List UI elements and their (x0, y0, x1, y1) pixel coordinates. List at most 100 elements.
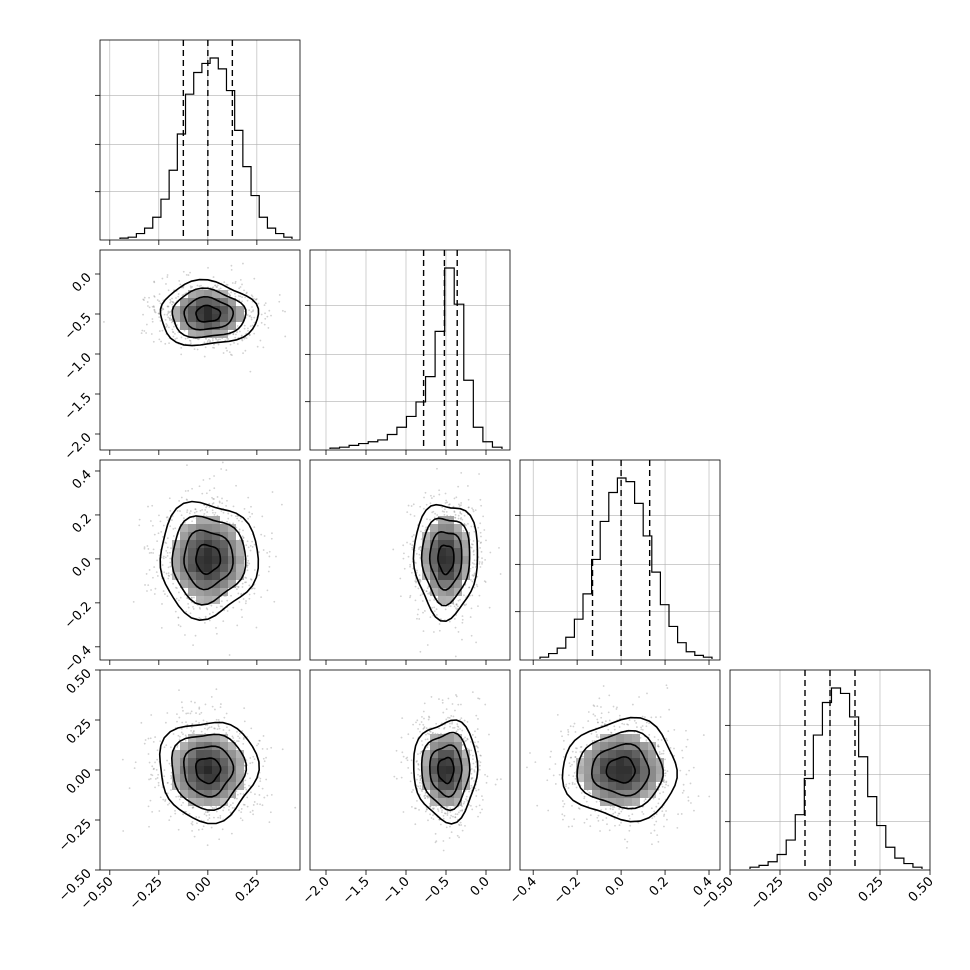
scatter-point (266, 551, 269, 554)
scatter-point (239, 278, 242, 281)
scatter-point (483, 580, 486, 583)
density-cell (438, 798, 446, 806)
scatter-point (445, 805, 448, 808)
density-cell (180, 322, 188, 330)
scatter-point (419, 775, 421, 778)
scatter-point (249, 762, 252, 765)
density-cell (446, 580, 454, 588)
scatter-point (459, 718, 462, 721)
density-cell (446, 548, 454, 556)
scatter-point (194, 701, 196, 704)
scatter-point (227, 809, 230, 811)
scatter-point (454, 709, 456, 712)
scatter-point (213, 816, 215, 819)
scatter-point (602, 685, 605, 687)
scatter-point (216, 728, 219, 731)
scatter-point (170, 547, 172, 550)
scatter-point (197, 828, 200, 831)
scatter-point (636, 726, 638, 728)
scatter-point (417, 587, 420, 590)
scatter-point (641, 811, 644, 813)
density-cell (196, 540, 204, 548)
scatter-point (449, 605, 452, 608)
scatter-point (662, 752, 665, 755)
scatter-point (249, 515, 251, 518)
scatter-point (663, 825, 665, 828)
scatter-point (203, 813, 206, 815)
scatter-point (186, 597, 188, 599)
scatter-point (242, 736, 245, 739)
scatter-point (227, 512, 230, 515)
scatter-point (458, 505, 461, 507)
scatter-point (190, 726, 193, 729)
scatter-point (192, 806, 194, 809)
scatter-point (464, 604, 466, 607)
scatter-point (687, 796, 690, 799)
scatter-point (192, 806, 195, 809)
scatter-point (571, 750, 574, 753)
density-cell (640, 750, 648, 758)
scatter-point (262, 549, 265, 551)
density-cell (196, 750, 204, 758)
scatter-point (208, 613, 211, 615)
density-cell (454, 588, 462, 596)
scatter-point (190, 710, 193, 713)
scatter-point (444, 502, 447, 504)
x-tick-label-3-1: −0.25 (748, 874, 787, 913)
scatter-point (456, 605, 459, 608)
scatter-point (660, 739, 663, 741)
scatter-point (473, 769, 476, 772)
scatter-point (153, 309, 156, 312)
density-cell (608, 766, 616, 774)
scatter-point (567, 731, 570, 733)
scatter-point (241, 338, 243, 341)
scatter-point (215, 606, 218, 609)
scatter-point (625, 846, 628, 849)
density-cell (172, 556, 180, 564)
scatter-point (573, 722, 576, 725)
contour-line-2-1-1 (428, 530, 463, 591)
scatter-point (445, 511, 448, 513)
contour-line-3-2-2 (576, 729, 664, 810)
scatter-point (213, 807, 216, 810)
scatter-point (475, 789, 478, 792)
scatter-point (253, 297, 255, 300)
contour-line-2-0-3 (159, 500, 260, 622)
scatter-point (477, 788, 480, 791)
scatter-point (417, 773, 419, 776)
scatter-point (452, 727, 454, 729)
scatter-point (425, 727, 428, 730)
scatter-point (191, 820, 194, 823)
scatter-point (166, 782, 169, 784)
scatter-point (457, 485, 460, 488)
scatter-point (243, 707, 246, 710)
density-cell (220, 790, 228, 798)
scatter-point (177, 591, 180, 594)
density-cell (204, 790, 212, 798)
scatter-point (151, 504, 154, 507)
scatter-point (246, 555, 249, 557)
density-cell (236, 774, 244, 782)
scatter-point (666, 770, 669, 773)
y-tick-label-1-4: −2.0 (62, 430, 95, 463)
density-cell (204, 330, 212, 338)
density-cell (204, 540, 212, 548)
scatter-point (423, 726, 426, 728)
scatter-point (205, 338, 207, 340)
scatter-point (268, 821, 271, 824)
scatter-point (156, 758, 159, 761)
density-cell (422, 774, 430, 782)
scatter-point (470, 749, 473, 752)
density-cell (188, 564, 196, 572)
scatter-point (158, 338, 161, 341)
scatter-point (416, 799, 418, 802)
scatter-point (423, 702, 426, 705)
scatter-point (238, 809, 240, 812)
scatter-point (244, 779, 247, 782)
scatter-point (650, 807, 653, 810)
scatter-point (673, 747, 675, 750)
scatter-point (153, 280, 155, 283)
scatter-point (472, 553, 475, 556)
scatter-point (403, 567, 406, 570)
scatter-point (471, 507, 473, 510)
